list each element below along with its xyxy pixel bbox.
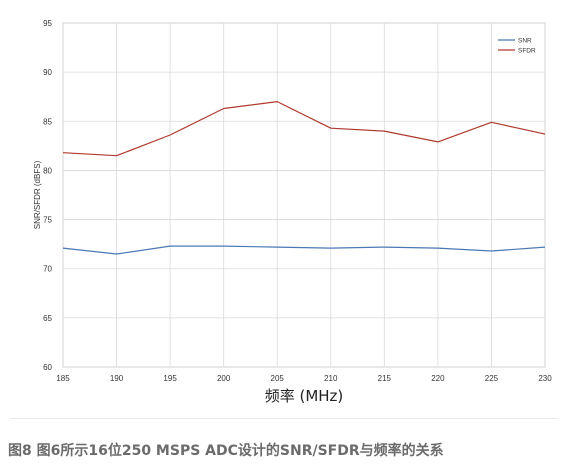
x-axis-label: 频率 (MHz) [265, 387, 344, 405]
y-axis-label: SNR/SFDR (dBFS) [33, 160, 42, 229]
snr-sfdr-chart: 60 65 70 75 80 85 90 95 185 190 195 200 205 210 215 22… [33, 19, 552, 405]
x-tick-label: 225 [485, 374, 499, 383]
x-tick-label: 220 [431, 374, 445, 383]
legend-label: SFDR [518, 47, 536, 54]
legend: SNR SFDR [498, 37, 536, 54]
plot-area [62, 22, 546, 368]
series-lines [62, 100, 546, 255]
y-tick-label: 70 [43, 265, 52, 274]
divider [10, 418, 557, 419]
x-tick-label: 205 [271, 374, 285, 383]
x-tick-label: 195 [163, 374, 177, 383]
series-line-snr [62, 245, 546, 255]
y-tick-label: 75 [43, 216, 52, 225]
grid [62, 22, 546, 368]
x-tick-label: 215 [378, 374, 392, 383]
y-tick-label: 95 [43, 19, 52, 28]
y-tick-label: 65 [43, 314, 52, 323]
x-tick-label: 210 [324, 374, 338, 383]
y-tick-label: 85 [43, 117, 52, 126]
legend-label: SNR [518, 37, 532, 44]
series-line-sfdr [62, 100, 546, 157]
y-tick-label: 80 [43, 166, 52, 175]
x-tick-label: 190 [110, 374, 124, 383]
chart: 60 65 70 75 80 85 90 95 185 190 195 200 205 210 215 22… [33, 19, 552, 405]
y-tick-label: 60 [43, 363, 52, 372]
x-tick-label: 200 [217, 374, 231, 383]
x-tick-label: 230 [538, 374, 552, 383]
y-tick-labels: 60 65 70 75 80 85 90 95 [43, 19, 52, 372]
figure-caption: 图8 图6所示16位250 MSPS ADC设计的SNR/SFDR与频率的关系 [8, 443, 444, 459]
y-tick-label: 90 [43, 68, 52, 77]
x-tick-labels: 185 190 195 200 205 210 215 220 225 230 [56, 374, 552, 383]
x-tick-label: 185 [56, 374, 70, 383]
